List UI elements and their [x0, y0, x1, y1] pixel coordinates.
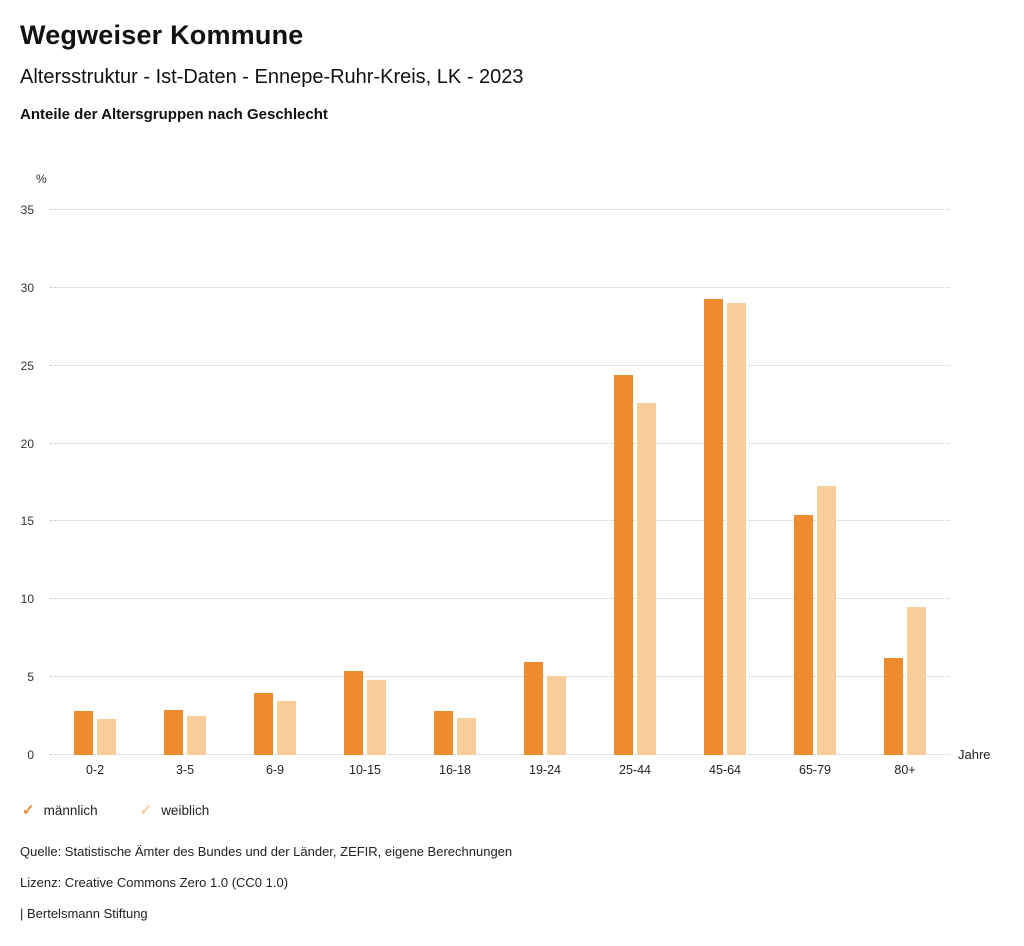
- y-tick-label: 30: [20, 280, 34, 295]
- x-tick-label: 80+: [894, 763, 916, 777]
- y-tick-label: 10: [20, 592, 34, 607]
- bar-weiblich[interactable]: [187, 716, 206, 755]
- bar-group: [500, 210, 590, 755]
- gridline: [50, 364, 950, 366]
- chart-title: Anteile der Altersgruppen nach Geschlech…: [20, 106, 328, 123]
- bar-maennlich[interactable]: [74, 711, 93, 755]
- bar-group: [860, 210, 950, 755]
- gridline: [50, 598, 950, 600]
- check-icon: ✓: [22, 802, 35, 819]
- header: Wegweiser Kommune Altersstruktur - Ist-D…: [20, 20, 1004, 123]
- plot-area: 0 5 10 15 20 25 30 35: [21, 204, 950, 761]
- bar-group: [410, 210, 500, 755]
- footer-source: Quelle: Statistische Ämter des Bundes un…: [20, 844, 513, 859]
- bar-maennlich[interactable]: [704, 298, 723, 755]
- bar-weiblich[interactable]: [727, 303, 746, 755]
- y-tick-label: 0: [27, 748, 34, 762]
- bar-group: [140, 210, 230, 755]
- legend-item-maennlich[interactable]: ✓ männlich: [22, 803, 98, 818]
- legend-item-weiblich[interactable]: ✓ weiblich: [140, 803, 210, 818]
- x-tick-label: 3-5: [175, 763, 195, 777]
- x-tick-label: 6-9: [265, 763, 285, 777]
- gridlines: [50, 209, 950, 755]
- x-tick-label: 45-64: [709, 763, 741, 777]
- page-subtitle: Altersstruktur - Ist-Daten - Ennepe-Ruhr…: [20, 66, 524, 88]
- check-icon: ✓: [139, 802, 153, 819]
- legend-label: weiblich: [161, 803, 210, 818]
- bar-maennlich[interactable]: [434, 711, 453, 755]
- bar-maennlich[interactable]: [164, 709, 183, 755]
- y-tick-label: 25: [20, 358, 34, 373]
- x-tick-label: 0-2: [85, 763, 105, 777]
- bar-weiblich[interactable]: [457, 717, 476, 755]
- y-axis-unit-label: %: [36, 172, 47, 186]
- footer-license: Lizenz: Creative Commons Zero 1.0 (CC0 1…: [20, 875, 289, 890]
- gridline: [50, 520, 950, 522]
- x-axis-labels: 0-2 3-5 6-9 10-15 16-18 19-24 25-44 45-64 65-79 8…: [50, 763, 950, 777]
- y-axis-ticks: 0 5 10 15 20 25 30 35: [4, 204, 44, 761]
- bar-maennlich[interactable]: [254, 692, 273, 755]
- x-axis-unit-label: Jahre: [958, 747, 991, 762]
- y-tick-label: 15: [20, 514, 34, 529]
- bar-group: [50, 210, 140, 755]
- x-tick-label: 19-24: [529, 763, 561, 777]
- y-tick-label: 35: [20, 203, 34, 217]
- gridline: [50, 676, 950, 678]
- gridline: [50, 209, 950, 210]
- gridline: [50, 754, 950, 755]
- bar-weiblich[interactable]: [277, 700, 296, 755]
- bar-weiblich[interactable]: [547, 675, 566, 755]
- bar-group: [770, 210, 860, 755]
- footer-attribution: | Bertelsmann Stiftung: [20, 906, 148, 921]
- y-tick-label: 5: [27, 670, 34, 685]
- bar-weiblich[interactable]: [907, 607, 926, 755]
- bar-maennlich[interactable]: [344, 670, 363, 755]
- page-title: Wegweiser Kommune: [20, 20, 304, 50]
- bar-group: [680, 210, 770, 755]
- bar-weiblich[interactable]: [97, 719, 116, 755]
- gridline: [50, 286, 950, 288]
- bar-maennlich[interactable]: [794, 515, 813, 755]
- bar-weiblich[interactable]: [817, 485, 836, 755]
- bar-group: [230, 210, 320, 755]
- legend-label: männlich: [43, 803, 98, 818]
- bar-group: [590, 210, 680, 755]
- y-tick-label: 20: [20, 436, 34, 451]
- bar-maennlich[interactable]: [524, 661, 543, 755]
- gridline: [50, 442, 950, 444]
- bar-maennlich[interactable]: [614, 375, 633, 755]
- bars-row: [50, 210, 950, 755]
- x-tick-label: 25-44: [619, 763, 651, 777]
- bar-group: [320, 210, 410, 755]
- x-tick-label: 10-15: [349, 763, 381, 777]
- x-tick-label: 16-18: [439, 763, 471, 777]
- legend: ✓ männlich ✓ weiblich: [22, 803, 209, 818]
- bar-weiblich[interactable]: [637, 403, 656, 755]
- x-tick-label: 65-79: [799, 763, 831, 777]
- bar-weiblich[interactable]: [367, 680, 386, 755]
- bar-maennlich[interactable]: [884, 658, 903, 755]
